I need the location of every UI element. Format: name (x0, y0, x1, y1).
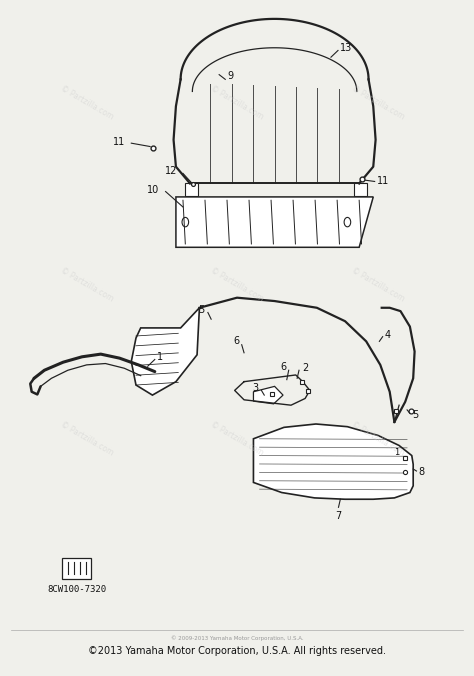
Text: © Partzilla.com: © Partzilla.com (59, 266, 115, 303)
Text: © Partzilla.com: © Partzilla.com (59, 420, 115, 458)
Text: © Partzilla.com: © Partzilla.com (350, 84, 406, 122)
Text: ©2013 Yamaha Motor Corporation, U.S.A. All rights reserved.: ©2013 Yamaha Motor Corporation, U.S.A. A… (88, 646, 386, 656)
FancyBboxPatch shape (185, 183, 198, 196)
Text: 9: 9 (228, 71, 234, 81)
FancyBboxPatch shape (62, 558, 91, 579)
Text: © Partzilla.com: © Partzilla.com (209, 84, 265, 122)
Text: 6: 6 (280, 362, 286, 372)
Text: 1: 1 (394, 448, 400, 457)
Text: © Partzilla.com: © Partzilla.com (350, 266, 406, 303)
Text: 11: 11 (376, 176, 389, 186)
Circle shape (344, 218, 351, 227)
Text: 2: 2 (302, 362, 308, 372)
Circle shape (182, 218, 189, 227)
Polygon shape (131, 308, 200, 395)
Text: 7: 7 (336, 511, 342, 521)
Polygon shape (254, 424, 413, 500)
Text: © Partzilla.com: © Partzilla.com (350, 420, 406, 458)
FancyBboxPatch shape (354, 183, 367, 196)
Text: © Partzilla.com: © Partzilla.com (209, 266, 265, 303)
Text: 10: 10 (147, 185, 159, 195)
Text: 5: 5 (198, 305, 204, 315)
Text: © Partzilla.com: © Partzilla.com (59, 84, 115, 122)
Text: 1: 1 (157, 352, 163, 362)
Text: 3: 3 (252, 383, 258, 393)
Text: 5: 5 (412, 410, 418, 420)
Text: 11: 11 (113, 137, 125, 147)
Text: © 2009-2013 Yamaha Motor Corporation, U.S.A.: © 2009-2013 Yamaha Motor Corporation, U.… (171, 635, 303, 642)
Polygon shape (176, 197, 373, 247)
Text: 13: 13 (340, 43, 353, 53)
Text: 8CW100-7320: 8CW100-7320 (47, 585, 106, 594)
Text: 6: 6 (233, 337, 239, 346)
Polygon shape (254, 387, 283, 404)
Text: 4: 4 (384, 330, 391, 339)
Text: 8: 8 (419, 467, 425, 477)
Text: © Partzilla.com: © Partzilla.com (209, 420, 265, 458)
Text: 12: 12 (164, 166, 177, 176)
